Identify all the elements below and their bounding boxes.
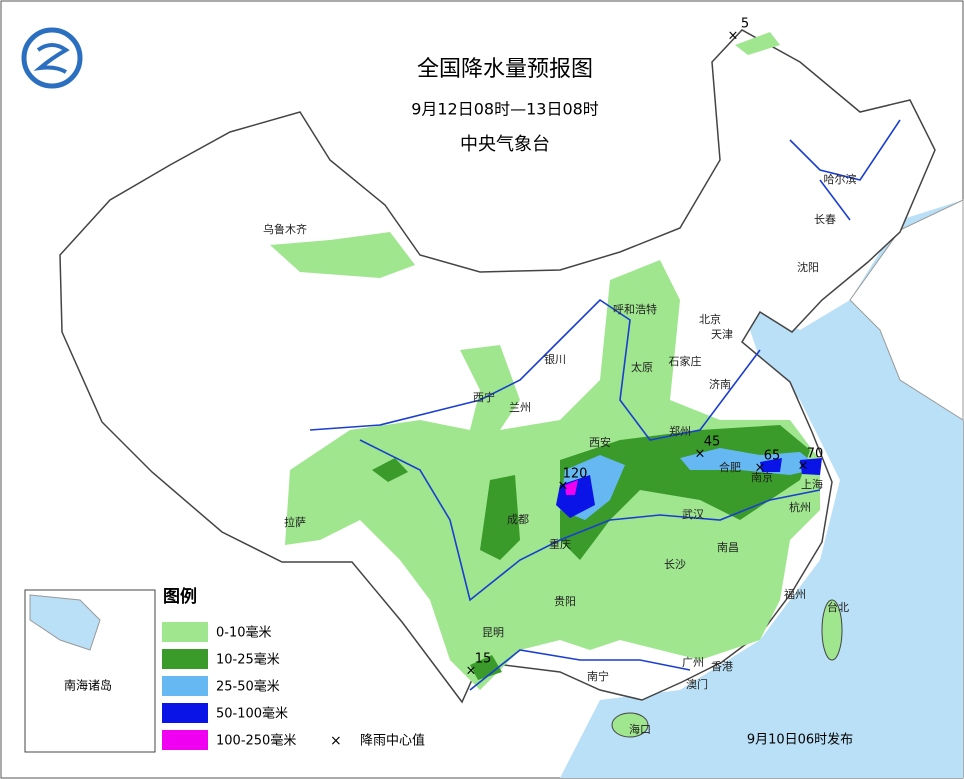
center-marker: ×: [558, 479, 569, 494]
logo-mark: [33, 43, 70, 74]
center-value: 5: [741, 17, 749, 32]
rain-zone: [680, 448, 820, 475]
city-label: 武汉: [682, 508, 704, 521]
agency: 中央气象台: [460, 134, 550, 155]
legend-swatch: [162, 676, 208, 696]
city-label: 拉萨: [284, 515, 306, 529]
rain-zone: [760, 458, 782, 472]
rain-zone: [800, 458, 822, 475]
inset-sea: [29, 594, 101, 651]
center-marker: ×: [466, 664, 477, 679]
city-label: 西安: [589, 435, 611, 449]
rain-zone: [270, 232, 415, 278]
city-label: 南宁: [587, 669, 609, 683]
yellow-river: [309, 298, 761, 441]
city-label: 成都: [507, 513, 529, 526]
city-label: 银川: [544, 352, 566, 366]
city-label: 香港: [711, 660, 733, 673]
center-value: 45: [704, 435, 721, 450]
city-label: 南昌: [717, 541, 739, 554]
city-label: 太原: [631, 361, 653, 374]
city-label: 福州: [784, 587, 806, 601]
city-label: 西宁: [473, 390, 495, 404]
issued: 9月10日06时发布: [747, 732, 853, 748]
city-label: 海口: [629, 722, 651, 736]
rivers: [309, 119, 901, 691]
city-label: 澳门: [686, 677, 708, 691]
city-label: 郑州: [669, 424, 691, 438]
legend-label: 100-250毫米: [216, 733, 296, 749]
city-label: 兰州: [509, 401, 531, 414]
yangtze-river: [359, 439, 821, 602]
rain-zone: [285, 260, 820, 690]
city-label: 合肥: [719, 460, 741, 474]
city-label: 南京: [751, 470, 773, 484]
city-label: 乌鲁木齐: [263, 222, 307, 236]
center-marker: ×: [755, 461, 766, 476]
city-label: 沈阳: [797, 260, 819, 274]
legend: 图例 0-10毫米 10-25毫米 25-50毫米 50-100毫米 100-250毫米…: [162, 586, 425, 750]
legend-title: 图例: [163, 586, 197, 607]
center-value: 65: [764, 449, 781, 464]
legend-label: 10-25毫米: [216, 652, 280, 668]
pearl-river: [469, 649, 691, 691]
rain-zone: [480, 475, 520, 560]
city-label: 北京: [699, 312, 721, 326]
center-marker: ×: [798, 459, 809, 474]
legend-swatch: [162, 649, 208, 669]
center-value: 15: [475, 652, 492, 667]
rain-zone: [735, 32, 780, 55]
legend-label: 50-100毫米: [216, 706, 288, 722]
legend-swatch: [162, 730, 208, 750]
center-marker: ×: [695, 447, 706, 462]
rain-zone: [565, 480, 578, 495]
city-label: 贵阳: [554, 595, 576, 608]
city-label: 重庆: [549, 537, 571, 551]
legend-center-label: 降雨中心值: [360, 733, 425, 749]
city-label: 哈尔滨: [824, 172, 857, 186]
legend-swatch: [162, 703, 208, 723]
city-label: 台北: [827, 600, 849, 614]
city-label: 济南: [709, 377, 731, 391]
city-label: 长春: [814, 213, 836, 226]
songhua-river: [789, 119, 901, 221]
taiwan: [821, 599, 843, 661]
rain-zone: [470, 655, 502, 680]
legend-label: 25-50毫米: [216, 679, 280, 695]
center-value: 120: [563, 467, 588, 482]
city-label: 上海: [801, 477, 823, 491]
ocean: [560, 200, 963, 778]
city-label: 昆明: [482, 626, 504, 639]
legend-symbol: ×: [330, 733, 342, 749]
inset-label: 南海诸岛: [64, 678, 112, 693]
rain-zones: [270, 32, 822, 690]
city-label: 广州: [682, 656, 704, 669]
city-label: 杭州: [789, 500, 811, 514]
city-label: 呼和浩特: [613, 302, 657, 316]
city-label: 石家庄: [669, 354, 702, 368]
title: 全国降水量预报图: [417, 57, 593, 82]
city-label: 天津: [711, 328, 733, 341]
center-marker: ×: [728, 29, 739, 44]
legend-swatch: [162, 622, 208, 642]
rain-zone: [372, 458, 408, 482]
center-value: 70: [807, 447, 824, 462]
legend-label: 0-10毫米: [216, 625, 272, 641]
period: 9月12日08时—13日08时: [411, 100, 599, 119]
city-label: 长沙: [664, 558, 686, 571]
hainan: [611, 712, 649, 738]
